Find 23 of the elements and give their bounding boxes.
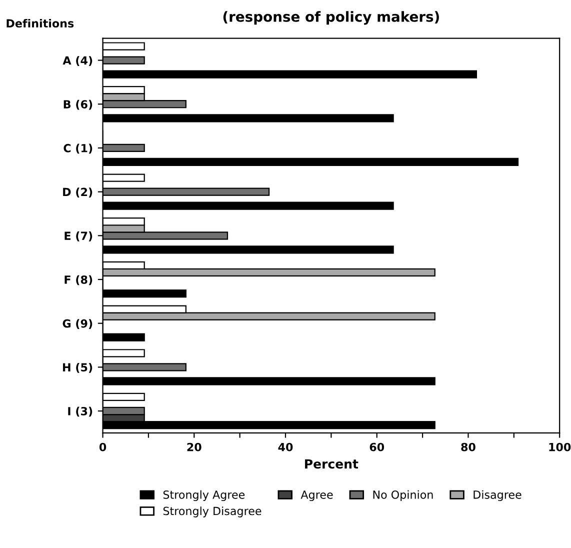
- y-axis-title: Definitions: [6, 18, 74, 28]
- x-tick-label: 0: [99, 442, 106, 452]
- y-tick-label: D (2): [63, 188, 92, 198]
- legend-label: Disagree: [474, 490, 522, 502]
- x-tick-label: 80: [461, 442, 476, 452]
- legend-label: Strongly Agree: [163, 490, 245, 502]
- legend-label: Agree: [300, 490, 333, 502]
- x-tick-label: 100: [549, 442, 571, 452]
- y-tick-label: F (8): [64, 275, 92, 286]
- y-tick-label: I (3): [68, 406, 92, 417]
- x-tick-label: 40: [278, 442, 293, 452]
- y-tick-label: A (4): [62, 56, 92, 66]
- y-tick-label: B (6): [64, 100, 92, 110]
- y-tick-label: H (5): [63, 362, 92, 373]
- x-axis-title: Percent: [305, 459, 358, 469]
- legend-label: No Opinion: [373, 490, 433, 502]
- x-tick-label: 20: [187, 442, 202, 452]
- chart-title: (response of policy makers): [223, 11, 439, 25]
- x-tick-label: 60: [370, 442, 384, 452]
- legend-label: Strongly Disagree: [163, 506, 262, 518]
- y-tick-label: G (9): [62, 319, 92, 330]
- y-tick-label: C (1): [64, 144, 92, 154]
- y-tick-label: E (7): [64, 231, 92, 242]
